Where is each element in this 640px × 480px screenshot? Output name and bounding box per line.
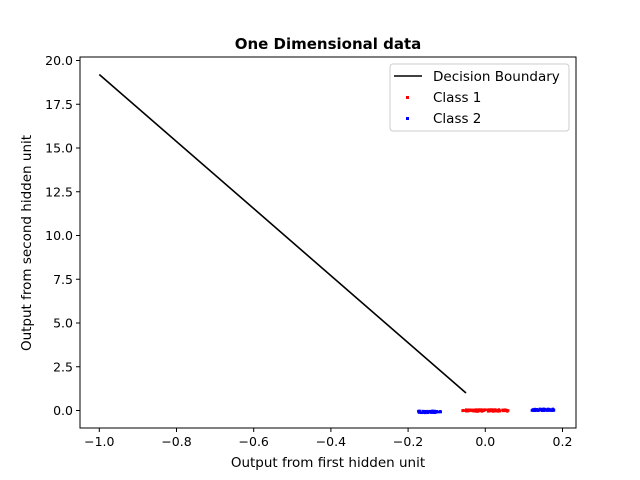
class-2-point <box>536 409 540 412</box>
legend-box <box>389 63 570 132</box>
y-axis: 0.0 2.5 5.0 7.5 10.0 12.5 15.0 17.5 20.0 <box>45 53 80 418</box>
class-2-point <box>551 409 554 412</box>
class-2-point <box>418 409 422 413</box>
class-2-point <box>547 409 550 412</box>
class-1-point <box>468 408 472 411</box>
x-tick-label: 0.0 <box>475 434 495 449</box>
decision-boundary-line <box>98 73 467 394</box>
class-2-point <box>426 409 429 413</box>
y-tick-label: 0.0 <box>53 403 73 418</box>
class-1-point <box>473 410 476 413</box>
class-1-point <box>503 408 506 412</box>
y-tick-label: 20.0 <box>45 53 73 68</box>
chart-title: One Dimensional data <box>235 35 422 53</box>
class-2-point <box>540 409 544 412</box>
x-tick-label: −0.4 <box>316 434 346 449</box>
class-2-point <box>431 411 435 414</box>
class-2-point <box>541 408 544 411</box>
class-1-point <box>471 409 474 413</box>
class-1-point <box>475 408 478 412</box>
class-2-point <box>531 409 535 412</box>
class-2-point <box>549 408 552 411</box>
y-axis-label: Output from second hidden unit <box>19 135 35 351</box>
class-1-point <box>505 408 509 412</box>
class-2-point <box>439 410 442 414</box>
class-1-point <box>466 409 470 412</box>
class-2-point <box>427 410 430 413</box>
class-1-point <box>486 410 490 413</box>
class-1-point <box>480 409 483 412</box>
class-1-point <box>501 408 504 411</box>
class-1-point <box>465 408 468 411</box>
class-2-point <box>539 408 542 412</box>
class-2-point <box>437 410 441 414</box>
class-1-point <box>488 409 492 412</box>
legend-label-class-1: Class 1 <box>433 90 481 106</box>
class-2-point <box>433 410 436 413</box>
class-2-point <box>426 411 430 415</box>
class-2-point <box>428 410 432 414</box>
class-2-point <box>424 411 427 415</box>
class-1-point <box>482 409 485 412</box>
class-2-point <box>434 410 438 413</box>
class-2-point <box>552 408 556 411</box>
class-2-point <box>421 411 425 414</box>
y-tick-label: 17.5 <box>45 97 73 112</box>
class-2-point <box>542 409 546 412</box>
class-2-point <box>546 407 549 411</box>
x-tick-label: −0.6 <box>239 434 269 449</box>
legend-marker-class-2 <box>406 117 409 120</box>
y-tick-label: 5.0 <box>53 316 73 331</box>
class-2-point <box>431 409 434 413</box>
y-tick-label: 10.0 <box>45 228 73 243</box>
class-1-point <box>484 408 488 412</box>
class-1-point <box>476 410 480 413</box>
x-tick-label: −0.2 <box>393 434 423 449</box>
legend-label-class-2: Class 2 <box>433 111 481 127</box>
class-2-point <box>425 411 428 414</box>
class-2-point <box>544 409 547 412</box>
x-tick-label: 0.2 <box>553 434 573 449</box>
class-1-point <box>497 409 500 412</box>
class-2-point <box>424 409 427 413</box>
y-tick-label: 2.5 <box>53 359 73 374</box>
plot-area <box>79 56 577 429</box>
class-1-point <box>477 408 480 411</box>
class-1-point <box>462 408 465 412</box>
class-2-point <box>433 411 436 415</box>
x-axis-label: Output from first hidden unit <box>231 455 425 471</box>
y-tick-label: 7.5 <box>53 272 73 287</box>
legend: Decision Boundary Class 1 Class 2 <box>389 63 570 132</box>
y-tick-label: 12.5 <box>45 184 73 199</box>
class-1-point <box>506 410 509 413</box>
class-2-point <box>535 408 538 412</box>
plot-frame <box>79 56 577 429</box>
class-1-point <box>494 408 497 411</box>
class-1-point <box>491 408 495 411</box>
x-tick-label: −0.8 <box>161 434 191 449</box>
x-axis: −1.0 −0.8 −0.6 −0.4 −0.2 0.0 0.2 <box>84 428 572 449</box>
y-tick-label: 15.0 <box>45 141 73 156</box>
class-2-point <box>417 409 420 413</box>
class-2-point <box>533 407 537 411</box>
class-2-point <box>420 411 423 414</box>
series-layer <box>98 73 556 415</box>
x-tick-label: −1.0 <box>84 434 114 449</box>
class-1-point <box>472 408 476 412</box>
legend-marker-class-1 <box>406 96 409 99</box>
legend-label-decision-boundary: Decision Boundary <box>433 69 560 85</box>
